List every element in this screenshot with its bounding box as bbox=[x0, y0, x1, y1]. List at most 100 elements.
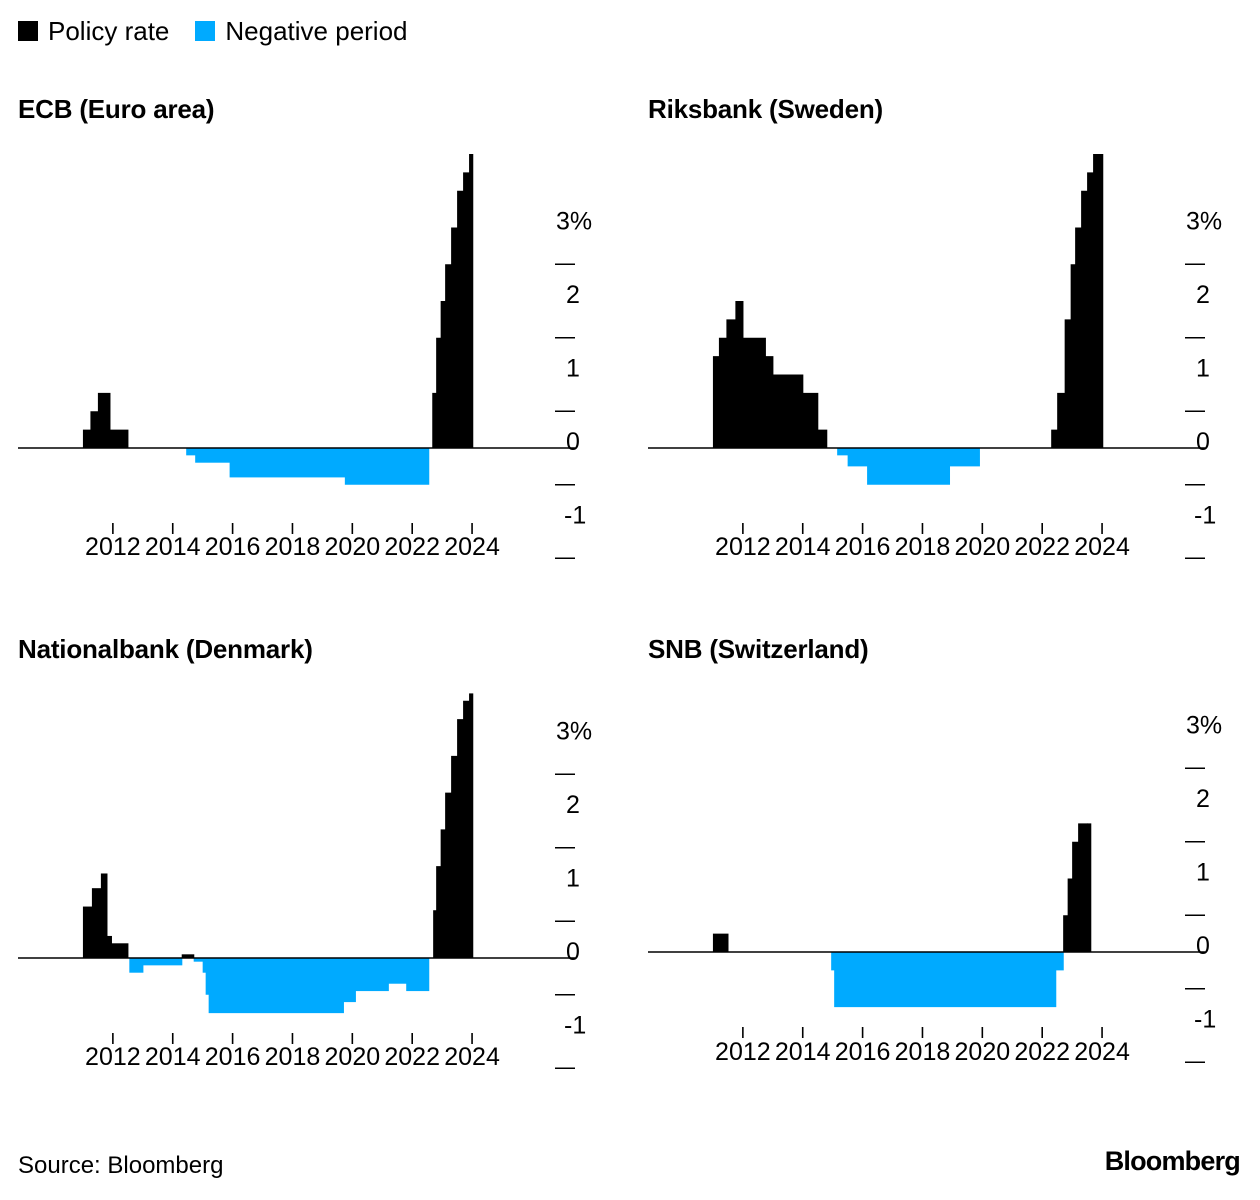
x-tick-label: 2024 bbox=[1074, 533, 1130, 561]
policy-rate-step bbox=[82, 429, 92, 449]
y-tick-label: 3% bbox=[1186, 208, 1222, 236]
y-tick-label: 0 bbox=[566, 938, 580, 966]
policy-rate-step bbox=[445, 264, 452, 448]
policy-rate-step bbox=[436, 866, 442, 959]
y-tick-label: 1 bbox=[1196, 859, 1210, 887]
policy-rate-step bbox=[457, 719, 464, 959]
x-tick-label: 2022 bbox=[1014, 533, 1070, 561]
policy-rate-step bbox=[1087, 823, 1092, 953]
chart-snb: 3% 2 1 0 -1 2012 2014 2016 2018 2020 2022 2024 bbox=[648, 712, 1222, 1066]
negative-period-step bbox=[142, 958, 183, 966]
policy-rate-step bbox=[469, 693, 474, 958]
x-tick-label: 2016 bbox=[205, 533, 261, 561]
policy-rate-step bbox=[1078, 823, 1088, 953]
x-tick-label: 2016 bbox=[205, 1043, 261, 1071]
policy-rate-step bbox=[440, 829, 446, 959]
chart-riksbank: 3% 2 1 0 -1 2012 2014 2016 2018 2020 2022 2024 bbox=[648, 154, 1222, 561]
policy-rate-step bbox=[712, 356, 720, 449]
y-tick-label: 2 bbox=[1196, 281, 1210, 309]
policy-rate-step bbox=[735, 301, 744, 448]
x-tick-label: 2024 bbox=[444, 533, 500, 561]
y-tick-label: 3% bbox=[1186, 712, 1222, 740]
y-tick-label: 0 bbox=[1196, 428, 1210, 456]
policy-rate-step bbox=[451, 755, 458, 959]
x-tick-label: 2020 bbox=[955, 533, 1011, 561]
panel-title-riksbank: Riksbank (Sweden) bbox=[648, 94, 883, 124]
negative-period-step bbox=[834, 952, 1057, 1008]
policy-rate-step bbox=[109, 429, 129, 449]
negative-period-step bbox=[949, 448, 980, 467]
policy-rate-step bbox=[91, 888, 102, 959]
x-tick-label: 2018 bbox=[895, 1038, 951, 1066]
x-tick-label: 2014 bbox=[775, 1038, 831, 1066]
y-tick-label: 2 bbox=[566, 791, 580, 819]
y-tick-label: -1 bbox=[564, 502, 586, 530]
y-tick-label: 0 bbox=[1196, 932, 1210, 960]
negative-period-swatch bbox=[195, 21, 216, 41]
x-tick-label: 2016 bbox=[835, 1038, 891, 1066]
x-tick-label: 2012 bbox=[85, 533, 141, 561]
y-tick-label: 3% bbox=[556, 208, 592, 236]
y-tick-label: 2 bbox=[566, 281, 580, 309]
policy-rate-step bbox=[1093, 154, 1100, 448]
policy-rate-swatch bbox=[18, 21, 38, 41]
policy-rate-step bbox=[445, 792, 452, 959]
legend-item-negative-period: Negative period bbox=[195, 15, 408, 47]
policy-rate-step bbox=[1070, 264, 1076, 448]
negative-period-step bbox=[344, 448, 430, 485]
negative-period-step bbox=[193, 958, 204, 962]
policy-rate-step bbox=[97, 392, 111, 449]
y-tick-label: 1 bbox=[1196, 355, 1210, 383]
negative-period-step bbox=[847, 448, 868, 467]
negative-period-step bbox=[388, 958, 407, 984]
policy-rate-step bbox=[1057, 392, 1066, 449]
policy-rate-step bbox=[451, 227, 458, 448]
x-tick-label: 2012 bbox=[715, 1038, 771, 1066]
policy-rate-step bbox=[432, 392, 437, 449]
policy-rate-step bbox=[1081, 190, 1088, 448]
x-tick-label: 2014 bbox=[145, 533, 201, 561]
x-tick-label: 2020 bbox=[955, 1038, 1011, 1066]
negative-period-step bbox=[202, 958, 207, 973]
x-tick-label: 2022 bbox=[1014, 1038, 1070, 1066]
policy-rate-step bbox=[457, 190, 464, 448]
policy-rate-step bbox=[436, 337, 442, 448]
panel-title-snb: SNB (Switzerland) bbox=[648, 634, 869, 664]
chart-nationalbank: 3% 2 1 0 -1 2012 2014 2016 2018 2020 2022 2024 bbox=[18, 693, 592, 1071]
policy-rate-step bbox=[1072, 841, 1079, 952]
policy-rate-step bbox=[463, 172, 470, 449]
panel-title-ecb: ECB (Euro area) bbox=[18, 94, 215, 124]
negative-period-step bbox=[343, 958, 356, 1003]
y-tick-label: 0 bbox=[566, 428, 580, 456]
negative-period-step bbox=[867, 448, 951, 485]
policy-rate-step bbox=[181, 954, 195, 958]
y-tick-label: 2 bbox=[1196, 785, 1210, 813]
x-tick-label: 2012 bbox=[85, 1043, 141, 1071]
policy-rate-step bbox=[82, 906, 93, 958]
negative-period-step bbox=[205, 958, 210, 995]
x-tick-label: 2024 bbox=[444, 1043, 500, 1071]
negative-period-step bbox=[186, 448, 196, 456]
x-tick-label: 2024 bbox=[1074, 1038, 1130, 1066]
policy-rate-step bbox=[433, 910, 437, 958]
policy-rate-step bbox=[712, 933, 729, 953]
policy-rate-step bbox=[440, 301, 446, 448]
negative-period-step bbox=[831, 952, 835, 971]
negative-period-step bbox=[208, 958, 344, 1014]
negative-period-step bbox=[1055, 952, 1064, 971]
y-tick-label: 1 bbox=[566, 865, 580, 893]
policy-rate-step bbox=[1063, 915, 1069, 952]
y-tick-label: 3% bbox=[556, 718, 592, 746]
policy-rate-step bbox=[802, 392, 819, 449]
x-tick-label: 2018 bbox=[265, 1043, 321, 1071]
source-note: Source: Bloomberg bbox=[18, 1152, 224, 1179]
x-tick-label: 2020 bbox=[325, 533, 381, 561]
legend-label-negative-period: Negative period bbox=[225, 15, 408, 46]
policy-rate-step bbox=[718, 337, 727, 448]
policy-rate-step bbox=[1099, 154, 1104, 448]
policy-rate-step bbox=[1064, 319, 1072, 449]
policy-rate-step bbox=[469, 154, 474, 448]
policy-rate-step bbox=[817, 429, 828, 449]
policy-rate-step bbox=[726, 319, 736, 449]
x-tick-label: 2022 bbox=[384, 533, 440, 561]
